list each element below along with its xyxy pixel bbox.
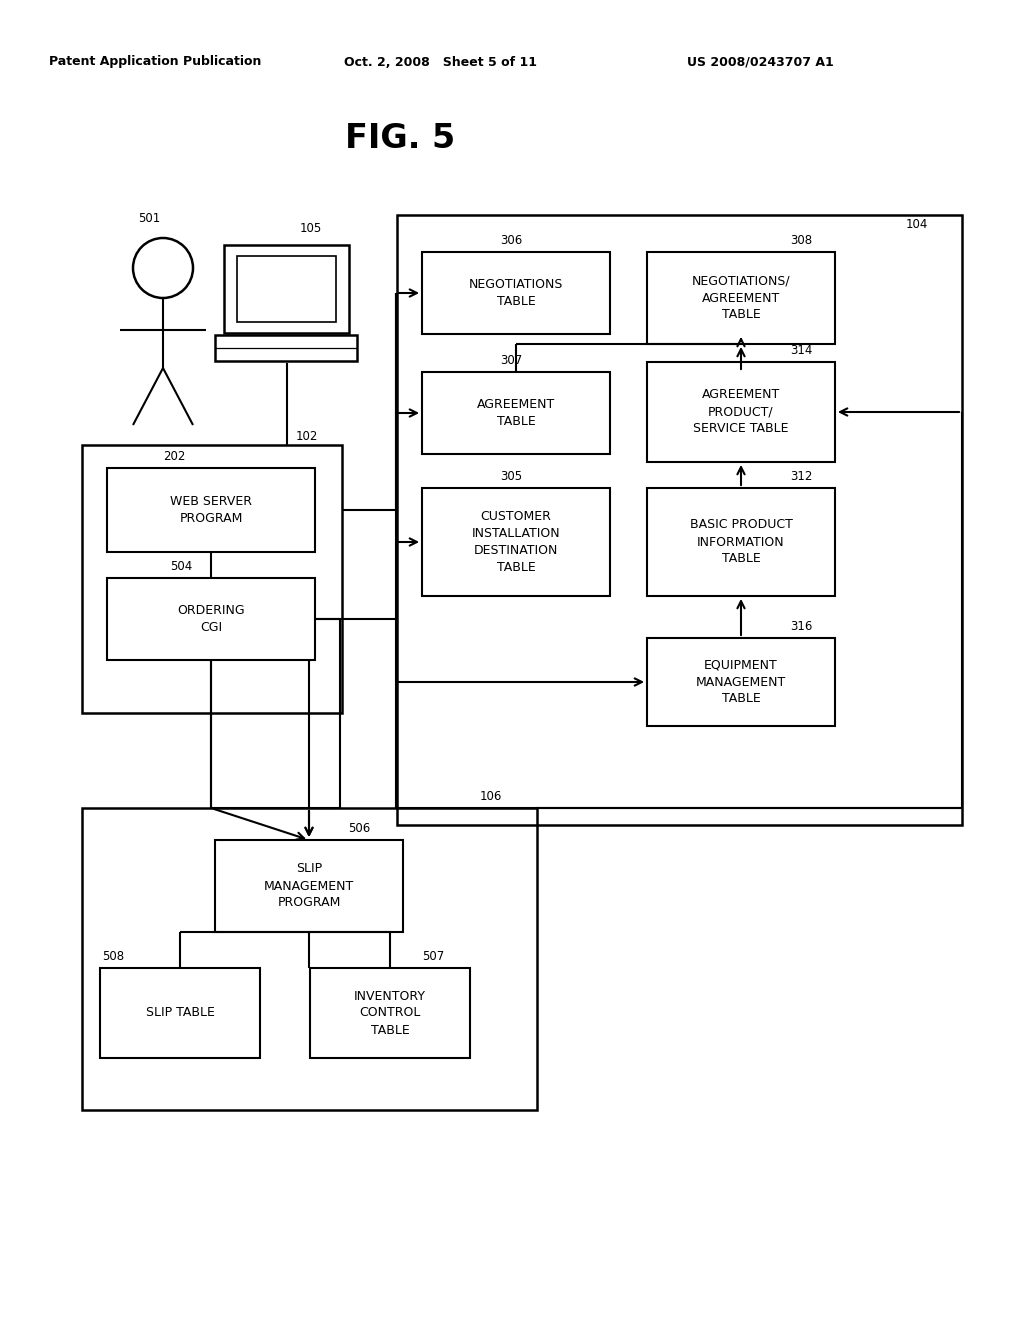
Text: 316: 316 — [790, 619, 812, 632]
Text: INVENTORY
CONTROL
TABLE: INVENTORY CONTROL TABLE — [354, 990, 426, 1036]
Text: WEB SERVER
PROGRAM: WEB SERVER PROGRAM — [170, 495, 252, 525]
Bar — [215, 840, 403, 932]
Text: 508: 508 — [102, 949, 124, 962]
Circle shape — [133, 238, 193, 298]
Text: Oct. 2, 2008   Sheet 5 of 11: Oct. 2, 2008 Sheet 5 of 11 — [343, 55, 537, 69]
Text: CUSTOMER
INSTALLATION
DESTINATION
TABLE: CUSTOMER INSTALLATION DESTINATION TABLE — [472, 510, 560, 574]
Text: 202: 202 — [163, 450, 185, 462]
Bar — [100, 968, 260, 1059]
Bar — [647, 252, 835, 345]
Text: 307: 307 — [500, 354, 522, 367]
Text: 507: 507 — [422, 949, 444, 962]
Bar — [82, 808, 537, 1110]
Bar — [422, 488, 610, 597]
Text: 312: 312 — [790, 470, 812, 483]
Bar — [237, 256, 336, 322]
Text: 506: 506 — [348, 821, 371, 834]
Text: ORDERING
CGI: ORDERING CGI — [177, 605, 245, 634]
Text: 306: 306 — [500, 234, 522, 247]
Text: SLIP TABLE: SLIP TABLE — [145, 1006, 214, 1019]
Text: EQUIPMENT
MANAGEMENT
TABLE: EQUIPMENT MANAGEMENT TABLE — [696, 659, 786, 705]
Text: 104: 104 — [906, 219, 929, 231]
Bar — [224, 246, 349, 333]
Text: 504: 504 — [170, 560, 193, 573]
Text: NEGOTIATIONS/
AGREEMENT
TABLE: NEGOTIATIONS/ AGREEMENT TABLE — [691, 275, 791, 322]
Bar — [647, 362, 835, 462]
Text: SLIP
MANAGEMENT
PROGRAM: SLIP MANAGEMENT PROGRAM — [264, 862, 354, 909]
Bar — [422, 372, 610, 454]
Text: 308: 308 — [790, 234, 812, 247]
Text: 314: 314 — [790, 343, 812, 356]
Text: NEGOTIATIONS
TABLE: NEGOTIATIONS TABLE — [469, 279, 563, 308]
Text: 501: 501 — [138, 211, 160, 224]
Text: 305: 305 — [500, 470, 522, 483]
Text: 106: 106 — [480, 791, 503, 804]
Text: AGREEMENT
TABLE: AGREEMENT TABLE — [477, 399, 555, 428]
Bar — [106, 469, 315, 552]
Text: BASIC PRODUCT
INFORMATION
TABLE: BASIC PRODUCT INFORMATION TABLE — [689, 519, 793, 565]
Text: 102: 102 — [296, 429, 318, 442]
Bar — [82, 445, 342, 713]
Text: 105: 105 — [300, 222, 323, 235]
Bar — [310, 968, 470, 1059]
Text: FIG. 5: FIG. 5 — [345, 121, 455, 154]
Bar — [647, 488, 835, 597]
Text: US 2008/0243707 A1: US 2008/0243707 A1 — [687, 55, 834, 69]
Bar — [647, 638, 835, 726]
Bar — [215, 335, 357, 360]
Text: AGREEMENT
PRODUCT/
SERVICE TABLE: AGREEMENT PRODUCT/ SERVICE TABLE — [693, 388, 788, 436]
Bar — [422, 252, 610, 334]
Bar — [106, 578, 315, 660]
Bar — [397, 215, 962, 825]
Text: Patent Application Publication: Patent Application Publication — [49, 55, 261, 69]
